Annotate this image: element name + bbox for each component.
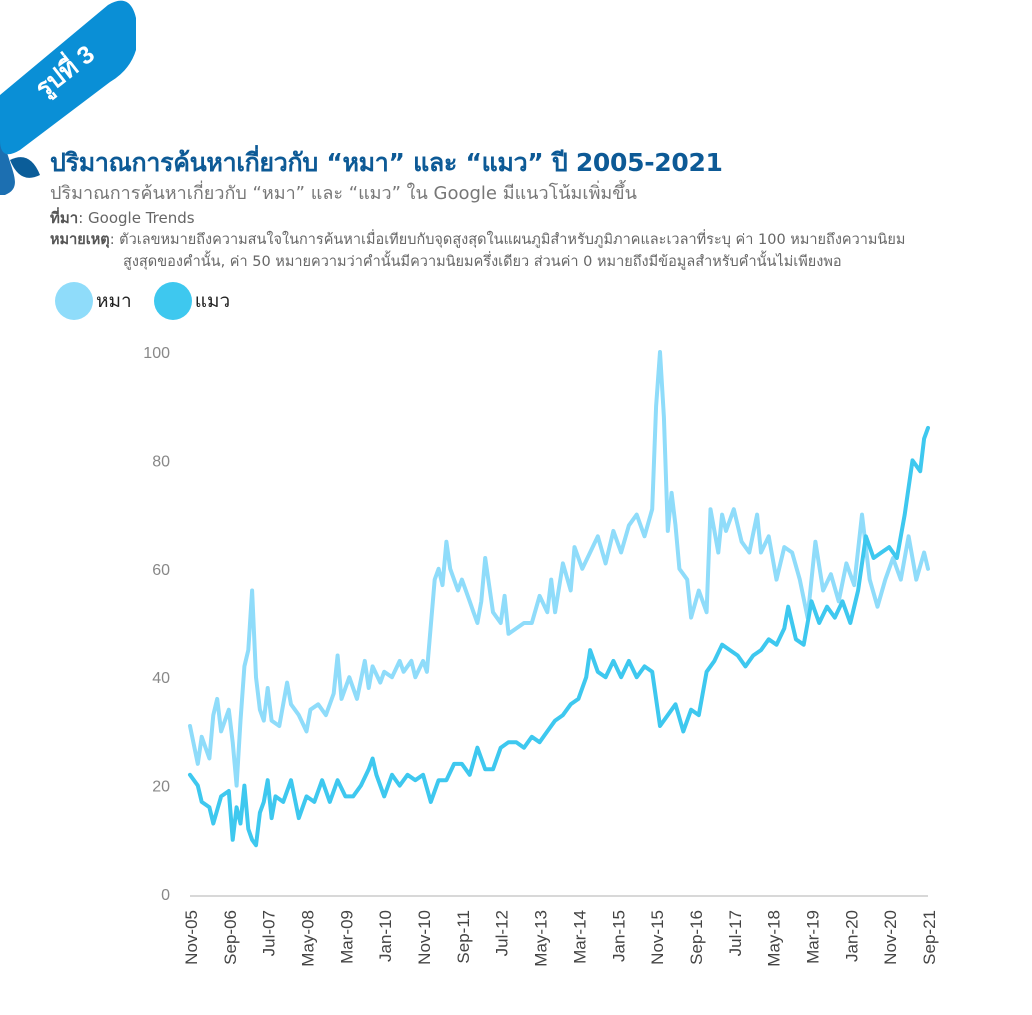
y-tick-label: 0 xyxy=(161,887,170,904)
x-tick-label: Nov-05 xyxy=(182,910,201,965)
x-tick-label: May-08 xyxy=(299,910,318,967)
y-tick-label: 60 xyxy=(152,562,170,579)
x-tick-label: Jan-15 xyxy=(609,910,628,962)
note-label: หมายเหตุ xyxy=(50,232,110,248)
x-tick-label: Jul-07 xyxy=(260,910,279,956)
x-tick-label: Sep-16 xyxy=(687,910,706,965)
chart-subtitle: ปริมาณการค้นหาเกี่ยวกับ “หมา” และ “แมว” … xyxy=(50,183,637,204)
y-tick-label: 80 xyxy=(152,453,170,470)
x-tick-label: Sep-06 xyxy=(221,910,240,965)
source-text: : Google Trends xyxy=(78,209,195,227)
x-tick-label: Mar-09 xyxy=(337,910,356,964)
x-tick-label: Jan-10 xyxy=(376,910,395,962)
x-tick-label: Mar-19 xyxy=(803,910,822,964)
x-tick-label: May-13 xyxy=(532,910,551,967)
x-tick-label: Sep-11 xyxy=(454,910,473,964)
x-tick-label: Nov-10 xyxy=(415,910,434,965)
x-tick-label: Jul-17 xyxy=(726,910,745,956)
series-line-dog xyxy=(188,350,930,788)
legend-item-cat: แมว xyxy=(153,282,231,320)
y-tick-label: 20 xyxy=(152,779,170,796)
legend-swatch-cat xyxy=(153,282,192,320)
note-line-1: : ตัวเลขหมายถึงความสนใจในการค้นหาเมื่อเท… xyxy=(109,232,906,248)
x-tick-label: Sep-21 xyxy=(920,910,939,965)
source-label: ที่มา xyxy=(50,209,79,227)
legend: หมา แมว xyxy=(55,282,252,320)
y-tick-label: 100 xyxy=(143,345,170,362)
legend-item-dog: หมา xyxy=(55,282,132,320)
x-tick-label: Jan-20 xyxy=(842,910,861,962)
x-tick-label: Nov-15 xyxy=(648,910,667,965)
source-line: ที่มา: Google Trends xyxy=(50,206,195,230)
legend-label-cat: แมว xyxy=(194,290,231,312)
x-tick-label: Nov-20 xyxy=(881,910,900,965)
figure-badge: รูปที่ 3 xyxy=(0,0,136,195)
note-block: หมายเหตุ: ตัวเลขหมายถึงความสนใจในการค้นห… xyxy=(50,229,906,270)
y-tick-label: 40 xyxy=(152,670,170,687)
legend-swatch-dog xyxy=(55,282,93,320)
series-line-cat xyxy=(188,425,930,848)
x-tick-label: Mar-14 xyxy=(570,910,589,964)
note-line-2: สูงสุดของคำนั้น, ค่า 50 หมายความว่าคำนั้… xyxy=(123,254,842,270)
chart-title: ปริมาณการค้นหาเกี่ยวกับ “หมา” และ “แมว” … xyxy=(50,148,723,177)
x-tick-label: May-18 xyxy=(765,910,784,967)
x-tick-label: Jul-12 xyxy=(493,910,512,956)
legend-label-dog: หมา xyxy=(96,290,132,312)
